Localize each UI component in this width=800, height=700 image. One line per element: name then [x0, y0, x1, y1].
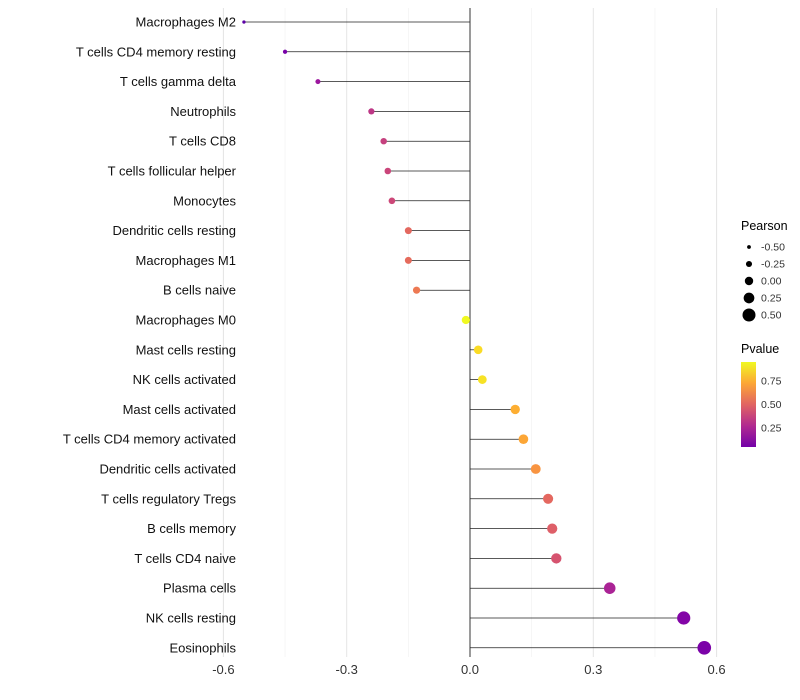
- lollipop-point: [461, 315, 471, 325]
- category-label: T cells regulatory Tregs: [101, 491, 236, 506]
- category-label: T cells CD4 memory resting: [76, 44, 236, 59]
- lollipop-point: [412, 286, 421, 294]
- color-legend-tick-label: 0.75: [761, 375, 782, 387]
- size-legend-dot: [745, 260, 753, 268]
- size-legend-label: -0.50: [761, 242, 785, 254]
- category-label: Dendritic cells resting: [112, 223, 236, 238]
- size-legend-dot: [743, 292, 755, 304]
- size-legend-label: 0.50: [761, 310, 782, 322]
- category-label: Monocytes: [173, 193, 236, 208]
- lollipop-point: [384, 167, 392, 175]
- x-tick-label: 0.3: [584, 662, 602, 677]
- lollipop-point: [473, 345, 483, 355]
- color-legend-tick-label: 0.25: [761, 423, 782, 435]
- category-label: T cells CD8: [169, 134, 236, 149]
- lollipop-point: [282, 49, 288, 54]
- x-tick-label: 0.0: [461, 662, 479, 677]
- lollipop-point: [677, 611, 691, 625]
- category-label: Mast cells activated: [123, 402, 236, 417]
- category-label: B cells naive: [163, 283, 236, 298]
- category-label: Plasma cells: [163, 581, 236, 596]
- x-tick-label: 0.6: [708, 662, 726, 677]
- lollipop-point: [404, 256, 412, 264]
- x-tick-label: -0.3: [335, 662, 357, 677]
- size-legend-label: 0.25: [761, 293, 782, 305]
- size-legend-label: 0.00: [761, 276, 782, 288]
- lollipop-point: [518, 434, 529, 444]
- size-legend-dot: [747, 245, 751, 249]
- lollipop-point: [530, 464, 541, 474]
- lollipop-point: [388, 197, 396, 205]
- lollipop-point: [380, 137, 387, 145]
- size-legend-label: -0.25: [761, 259, 785, 271]
- lollipop-point: [404, 227, 412, 235]
- lollipop-point: [477, 375, 487, 384]
- category-label: Dendritic cells activated: [99, 462, 236, 477]
- color-legend-tick-label: 0.50: [761, 399, 782, 411]
- lollipop-point: [543, 493, 554, 504]
- category-label: Neutrophils: [170, 104, 236, 119]
- category-label: NK cells activated: [133, 372, 236, 387]
- lollipop-point: [547, 523, 558, 534]
- category-label: T cells gamma delta: [120, 74, 237, 89]
- lollipop-point: [551, 553, 562, 564]
- category-label: NK cells resting: [146, 611, 236, 626]
- category-label: Eosinophils: [170, 640, 237, 655]
- lollipop-point: [368, 108, 375, 115]
- category-label: T cells follicular helper: [108, 164, 237, 179]
- x-tick-label: -0.6: [212, 662, 234, 677]
- pvalue-gradient-bar: [741, 362, 756, 447]
- category-label: B cells memory: [147, 521, 236, 536]
- category-label: Macrophages M2: [136, 15, 236, 30]
- lollipop-point: [510, 404, 520, 415]
- category-label: Macrophages M1: [136, 253, 236, 268]
- color-legend-title: Pvalue: [741, 342, 779, 356]
- lollipop-point: [242, 20, 246, 24]
- lollipop-point: [315, 79, 321, 85]
- size-legend-dot: [744, 276, 754, 286]
- lollipop-point: [603, 582, 616, 594]
- category-label: T cells CD4 naive: [134, 551, 236, 566]
- category-label: Macrophages M0: [136, 313, 236, 328]
- size-legend-dot: [742, 308, 756, 322]
- category-label: Mast cells resting: [136, 342, 236, 357]
- lollipop-point: [697, 640, 712, 655]
- category-label: T cells CD4 memory activated: [63, 432, 236, 447]
- size-legend-title: Pearson: [741, 219, 788, 233]
